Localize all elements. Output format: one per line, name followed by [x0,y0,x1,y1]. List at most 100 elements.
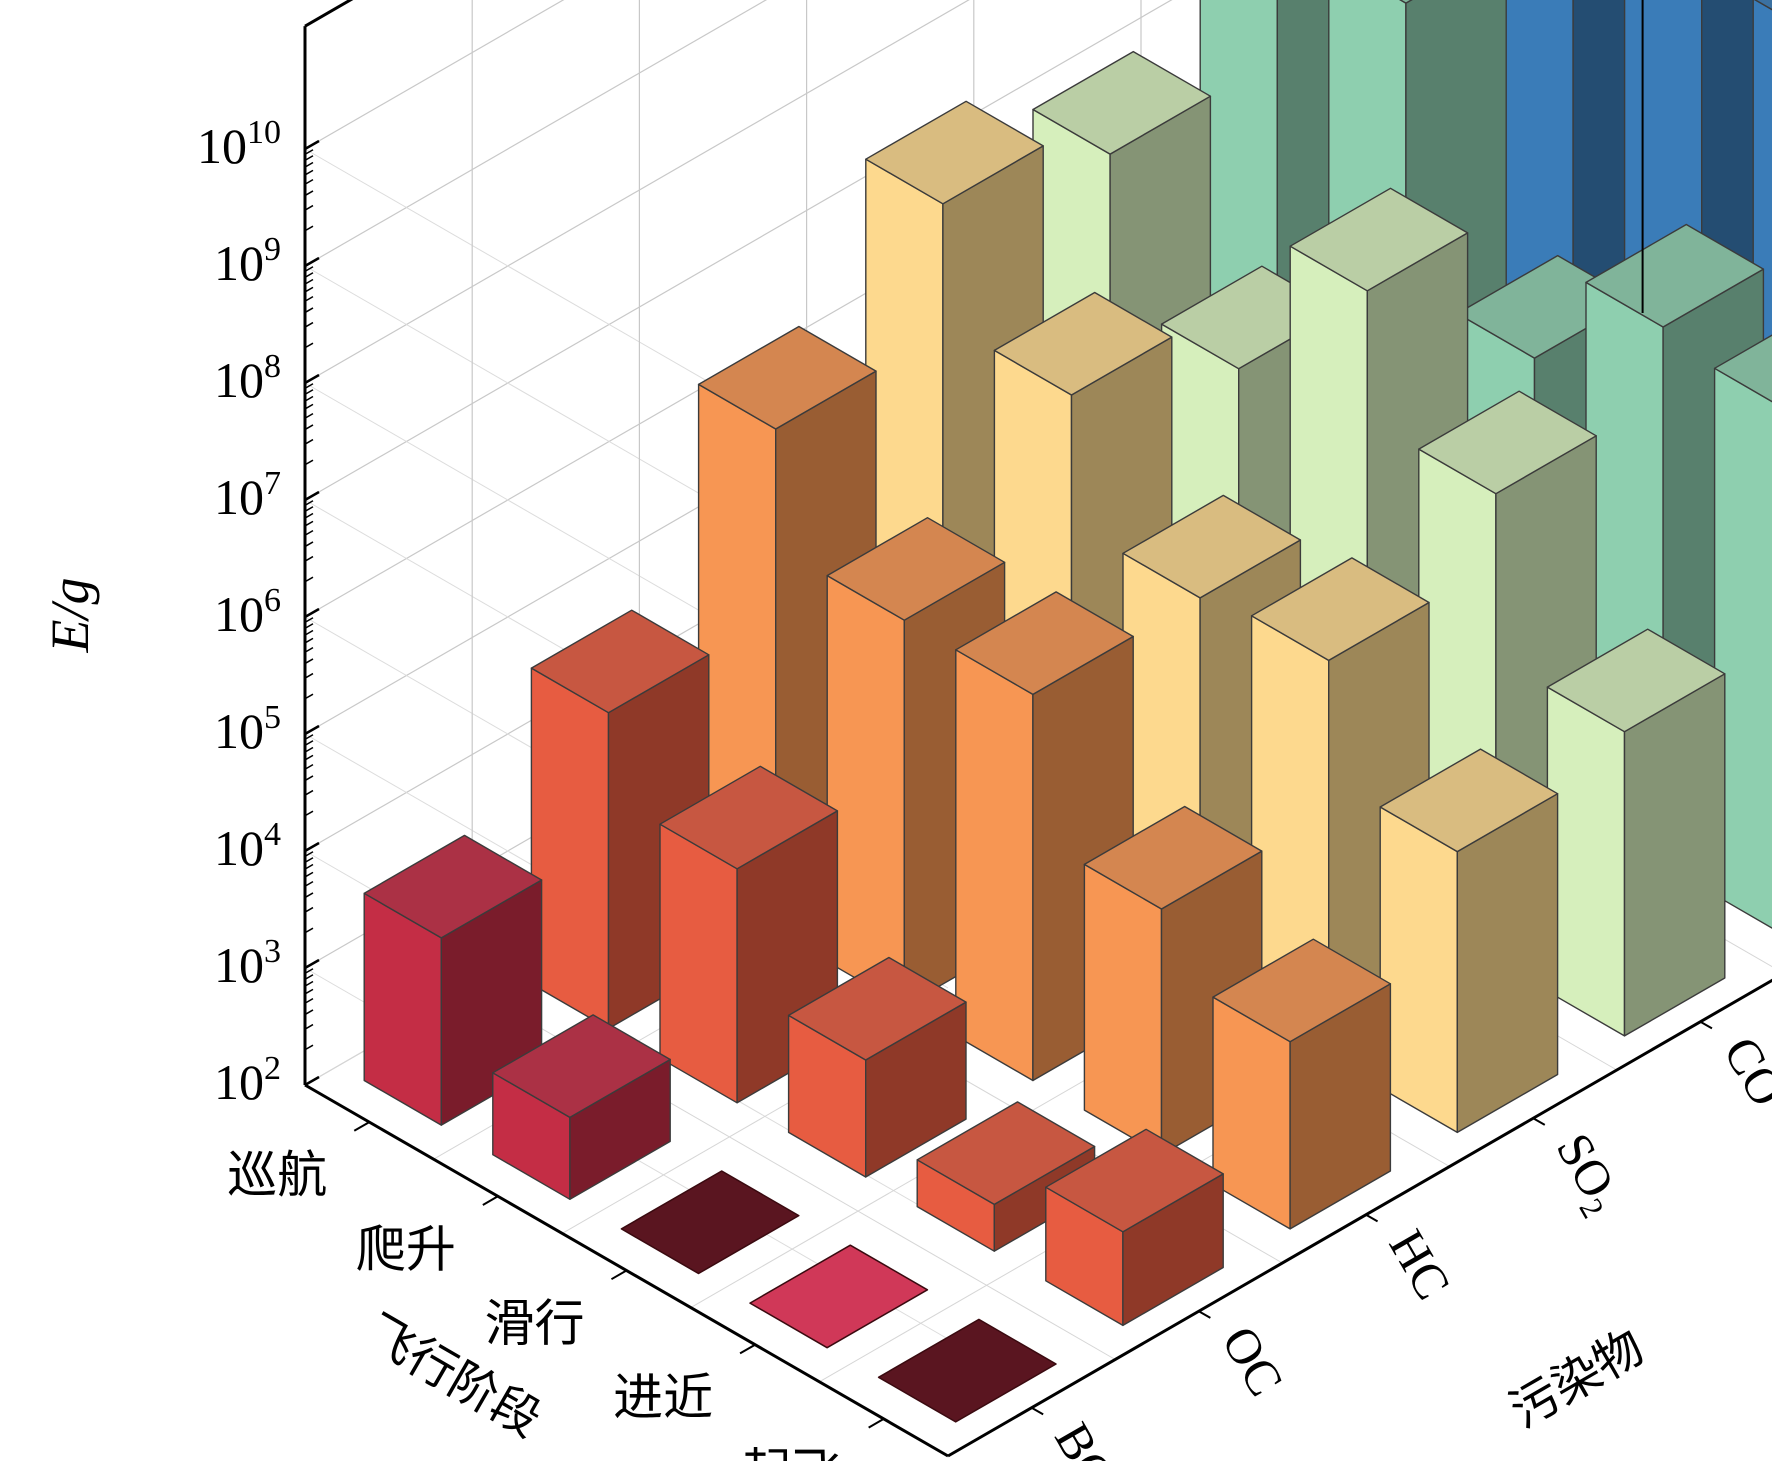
y-minor-tick [304,395,314,402]
y-minor-tick [304,637,314,644]
y-tick-label: 103 [214,933,281,993]
bar-top [1713,334,1772,403]
y-minor-tick [304,272,314,278]
y-minor-tick [304,403,314,410]
axis-frame [947,978,1772,1458]
y-tick-label: 106 [214,582,281,642]
y-minor-tick [304,307,314,314]
y-major-tick [304,724,320,736]
bar-front [1546,686,1626,1037]
y-minor-tick [304,968,314,975]
y-minor-tick [304,646,314,653]
y-major-tick [304,139,320,151]
bar-top [1379,748,1559,853]
bar-top [787,956,967,1061]
y-tick-label: 107 [214,465,281,525]
y-minor-tick [304,693,314,700]
bar-front [1379,806,1459,1134]
y-minor-tick [304,155,314,161]
y-minor-tick [304,851,314,858]
y-minor-tick [304,658,314,665]
bar [749,1244,929,1349]
y-tick-label: 1010 [197,114,281,174]
y-minor-tick [304,520,314,527]
bar-top [530,609,710,714]
bar-side [1623,673,1726,1037]
y-minor-tick [304,863,314,870]
phase-label: 爬升 [356,1220,456,1278]
bar-top [363,834,543,939]
y-minor-tick [304,734,314,741]
pollutant-tick [1198,1310,1211,1319]
y-minor-tick [304,906,314,913]
y-minor-tick [304,149,314,156]
pollutant-axis-title: 污染物 [1501,1319,1654,1440]
bar-top [1585,223,1765,328]
y-minor-tick [304,629,314,636]
phase-label: 进近 [613,1369,713,1427]
y-minor-tick [304,672,314,679]
pollutant-label: BC [1044,1413,1126,1461]
y-minor-tick [304,204,314,211]
y-minor-tick [304,178,314,185]
pollutant-tick [1031,1406,1044,1416]
bar [1546,628,1726,1037]
y-minor-tick [304,278,314,285]
y-major-tick [304,607,320,619]
y-minor-tick [304,740,314,746]
y-major-tick [304,256,320,268]
y-major-tick [304,841,320,853]
bar [877,1318,1057,1423]
y-minor-tick [304,754,314,761]
bar [492,1014,671,1201]
chart-bars [363,0,1772,1423]
bar-top [1032,50,1212,155]
bar-front [1713,367,1772,929]
pollutant-label: SO2 [1540,1124,1634,1224]
bar [1045,1128,1224,1327]
y-minor-tick [304,789,314,796]
pollutant-tick [1365,1213,1379,1223]
bar-top [993,291,1173,396]
phase-tick [482,1195,499,1206]
bar-front [955,649,1034,1082]
y-minor-tick [304,775,314,782]
phase-tick [868,1418,885,1429]
bar-top [659,765,839,870]
y-minor-tick [304,190,314,197]
phase-label: 滑行 [485,1295,585,1353]
bar-top [865,100,1044,205]
bar-top [1122,494,1302,599]
y-minor-tick [304,1023,314,1030]
phase-label: 起飞 [742,1443,842,1461]
bar-top [1083,805,1263,910]
y-tick-label: 108 [214,348,281,408]
y-minor-tick [304,927,314,934]
bar-top [1250,557,1430,662]
y-minor-tick [304,286,314,293]
y-major-tick [304,373,320,385]
pollutant-label: CO [1713,1027,1772,1115]
bar-top [620,1170,800,1275]
y-minor-tick [304,576,314,583]
y-minor-tick [304,810,314,817]
bar-top [1289,187,1469,292]
phase-tick [610,1269,627,1281]
y-minor-tick [304,857,314,863]
y-major-tick [304,490,320,502]
y-minor-tick [304,980,314,987]
pollutant-tick [1532,1117,1546,1126]
y-minor-tick [304,871,314,878]
y-axis: 102 103 104 105 106 107 108 109 1010 [197,114,320,1110]
y-minor-tick [304,389,314,395]
y-minor-tick [304,529,314,536]
y-minor-tick [304,880,314,887]
bar-front [1083,863,1163,1156]
y-minor-tick [304,746,314,753]
pollutant-tick [1699,1020,1713,1030]
y-minor-tick [304,342,314,349]
y-major-tick [304,1075,320,1087]
phase-label: 巡航 [227,1146,327,1204]
bar-side [1456,793,1559,1134]
